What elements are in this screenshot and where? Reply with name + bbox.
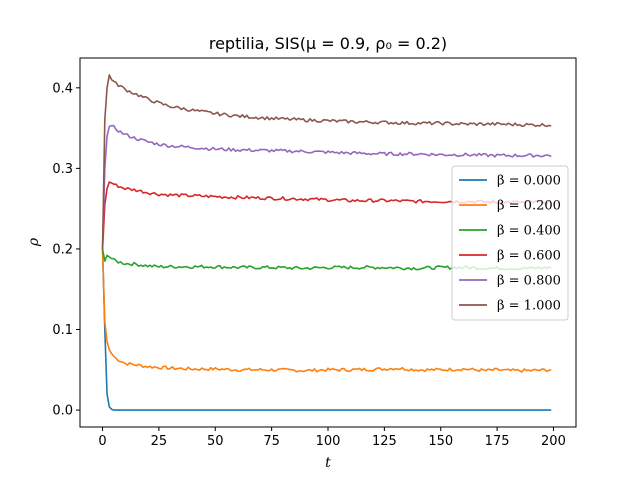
legend-label-3: β = 0.600 [497,249,561,264]
axes-frame [79,57,577,428]
x-tick-label: 100 [316,434,341,449]
x-tick-label: 200 [541,434,566,449]
y-tick-label: 0.0 [52,404,73,419]
legend-label-1: β = 0.200 [497,199,561,214]
plot-area: 0 25 50 75 100 125 150 175 200 0.0 0.1 0.2 0.3 0.4 [52,74,566,449]
series-line-0 [101,248,552,411]
series-line-1 [101,248,552,373]
series-line-5 [101,74,552,249]
y-tick-label: 0.1 [52,323,73,338]
x-tick-label: 175 [485,434,510,449]
legend-label-4: β = 0.800 [497,274,561,289]
x-tick-label: 150 [428,434,453,449]
legend: β = 0.000 β = 0.200 β = 0.400 β = 0.600 β = … [451,165,569,321]
x-tick-label: 75 [263,434,280,449]
y-tick-label: 0.4 [52,81,73,96]
x-axis-label: t [325,455,331,471]
y-axis-label: ρ [26,237,42,247]
chart-title: reptilia, SIS(μ = 0.9, ρ₀ = 0.2) [209,34,447,53]
legend-frame [451,165,569,321]
x-tick-label: 50 [207,434,224,449]
x-tick-label: 125 [372,434,397,449]
x-tick-label: 0 [98,434,106,449]
legend-label-5: β = 1.000 [497,299,561,314]
x-tick-label: 25 [151,434,168,449]
y-tick-label: 0.2 [52,242,73,257]
legend-label-0: β = 0.000 [497,174,561,189]
legend-label-2: β = 0.400 [497,224,561,239]
y-tick-label: 0.3 [52,162,73,177]
series-line-4 [101,124,552,249]
